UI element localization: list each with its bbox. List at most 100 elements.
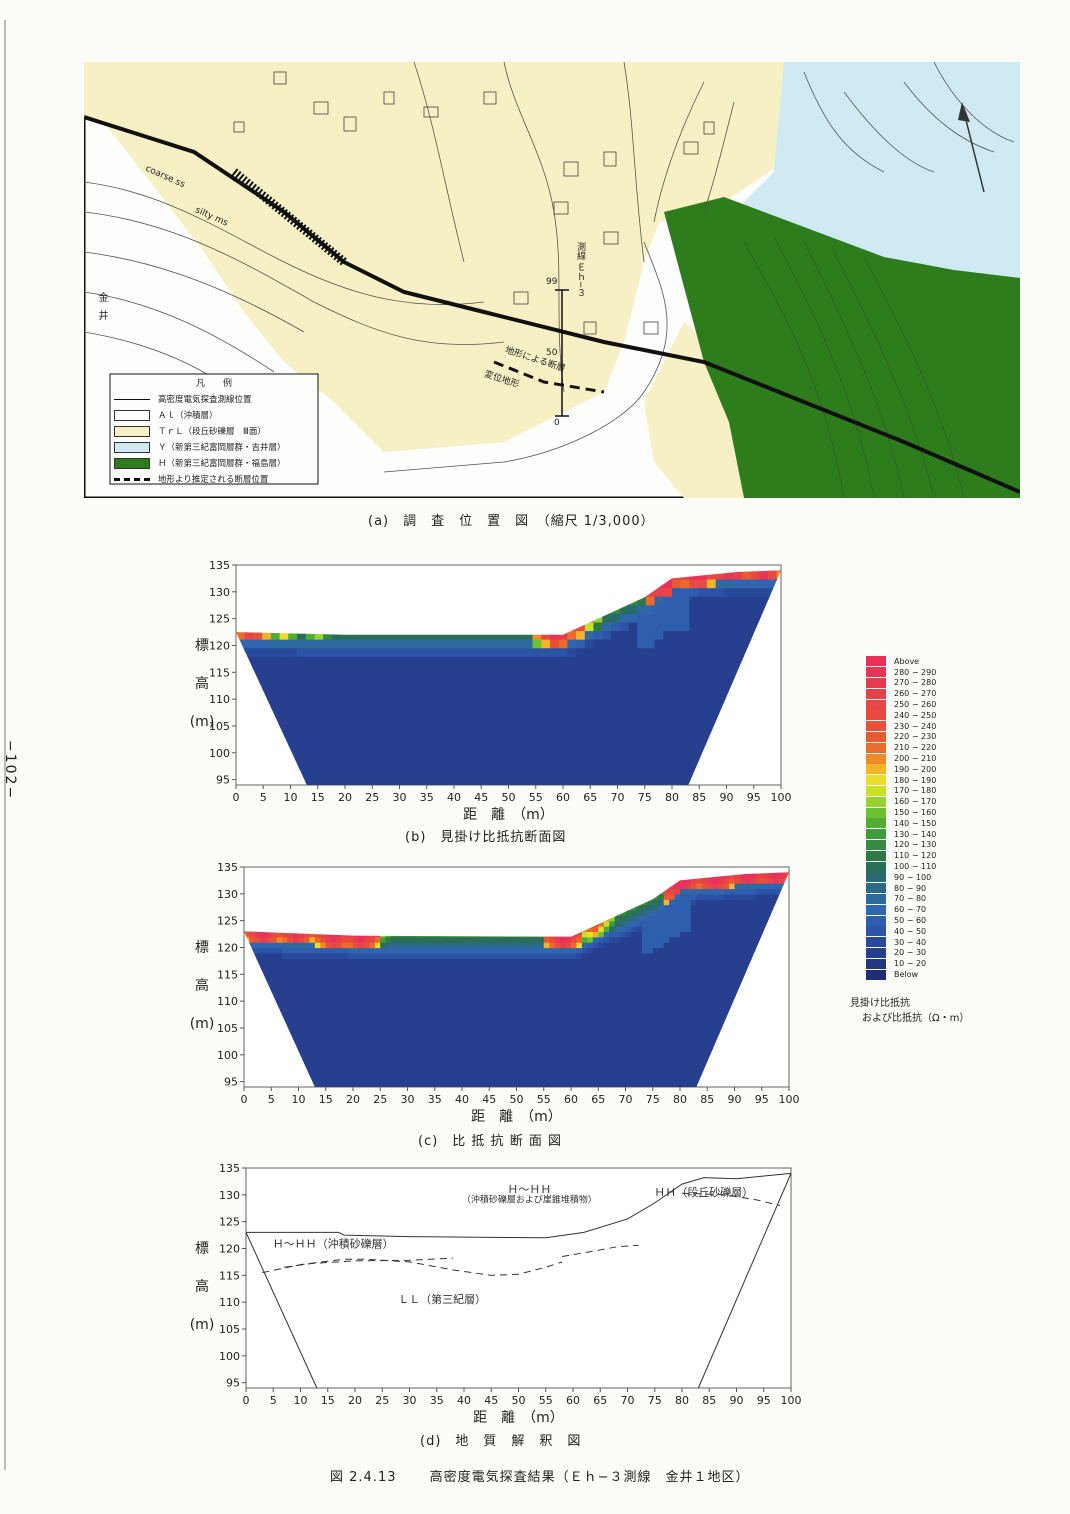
- resistivity-cell: [494, 990, 501, 997]
- resistivity-cell: [320, 1011, 327, 1018]
- resistivity-cell: [619, 656, 629, 666]
- resistivity-cell: [402, 1011, 409, 1018]
- resistivity-cell: [610, 767, 621, 778]
- resistivity-cell: [707, 968, 714, 975]
- resistivity-cell: [647, 1038, 654, 1045]
- resistivity-cell: [689, 587, 699, 597]
- resistivity-cell: [260, 947, 267, 954]
- resistivity-cell: [630, 1038, 637, 1045]
- resistivity-cell: [436, 707, 446, 717]
- resistivity-cell: [358, 681, 368, 692]
- resistivity-cell: [325, 995, 332, 1002]
- resistivity-cell: [543, 1076, 550, 1083]
- resistivity-cell: [789, 872, 795, 878]
- y-tick-label: 125: [219, 1216, 240, 1229]
- resistivity-cell: [669, 1011, 676, 1018]
- resistivity-cell: [396, 1038, 403, 1045]
- resistivity-cell: [663, 647, 673, 657]
- resistivity-cell: [645, 604, 656, 614]
- resistivity-cell: [478, 1049, 485, 1056]
- legend-label: 高密度電気探査測線位置: [158, 395, 252, 405]
- resistivity-cell: [516, 990, 523, 997]
- resistivity-cell: [478, 1022, 485, 1029]
- resistivity-cell: [647, 958, 654, 965]
- resistivity-cell: [654, 604, 664, 614]
- resistivity-cell: [619, 733, 629, 743]
- resistivity-cell: [543, 1065, 550, 1072]
- resistivity-cell: [358, 707, 368, 717]
- resistivity-cell: [610, 647, 621, 657]
- resistivity-cell: [314, 724, 324, 735]
- resistivity-cell: [451, 1070, 458, 1077]
- resistivity-cell: [745, 942, 752, 949]
- resistivity-cell: [427, 724, 438, 735]
- resistivity-cell: [685, 1033, 692, 1040]
- resistivity-cell: [402, 1076, 409, 1083]
- resistivity-cell: [745, 947, 752, 954]
- resistivity-cell: [724, 596, 734, 606]
- resistivity-cell: [558, 673, 568, 683]
- x-tick-label: 75: [638, 791, 652, 804]
- resistivity-cell: [340, 681, 350, 692]
- resistivity-cell: [331, 942, 338, 949]
- resistivity-cell: [472, 936, 479, 943]
- resistivity-cell: [391, 1027, 398, 1034]
- resistivity-cell: [305, 733, 316, 743]
- resistivity-cell: [500, 985, 507, 992]
- resistivity-cell: [440, 1011, 447, 1018]
- resistivity-cell: [789, 905, 795, 911]
- resistivity-cell: [478, 974, 485, 981]
- resistivity-cell: [789, 969, 795, 975]
- resistivity-cell: [680, 578, 691, 589]
- resistivity-cell: [254, 947, 261, 954]
- resistivity-cell: [276, 990, 283, 997]
- resistivity-cell: [685, 926, 692, 932]
- resistivity-cell: [663, 920, 670, 927]
- resistivity-cell: [366, 639, 377, 649]
- resistivity-cell: [516, 1054, 523, 1061]
- resistivity-cell: [358, 1076, 365, 1083]
- resistivity-cell: [652, 1027, 659, 1034]
- colorbar-label: 160 − 170: [894, 797, 937, 807]
- resistivity-cell: [647, 942, 654, 949]
- resistivity-cell: [647, 974, 654, 981]
- resistivity-cell: [723, 904, 730, 911]
- resistivity-cell: [336, 990, 343, 997]
- resistivity-cell: [701, 1001, 708, 1008]
- resistivity-cell: [620, 1081, 627, 1087]
- resistivity-cell: [685, 888, 692, 895]
- resistivity-cell: [363, 1076, 370, 1083]
- colorbar-entry: 140 − 150: [866, 818, 976, 829]
- resistivity-cell: [706, 716, 717, 726]
- resistivity-colorbar: Above 280 − 290 270 − 280 260 − 270 250 − 26…: [850, 656, 976, 1024]
- x-tick-label: 0: [233, 791, 240, 804]
- resistivity-cell: [293, 958, 300, 965]
- resistivity-cell: [741, 587, 752, 597]
- resistivity-cell: [609, 1081, 616, 1087]
- resistivity-cell: [385, 1060, 392, 1067]
- resistivity-cell: [380, 995, 387, 1002]
- y-axis-label: 標: [195, 1241, 209, 1257]
- x-tick-label: 10: [294, 1394, 308, 1407]
- resistivity-cell: [262, 630, 272, 640]
- resistivity-cell: [303, 1038, 310, 1045]
- resistivity-cell: [478, 1054, 485, 1061]
- resistivity-cell: [506, 759, 516, 769]
- resistivity-cell: [366, 664, 377, 674]
- caption-d: (d) 地 質 解 釈 図: [420, 1434, 582, 1449]
- resistivity-cell: [598, 920, 605, 927]
- resistivity-cell: [761, 899, 768, 906]
- resistivity-cell: [603, 952, 610, 959]
- resistivity-cell: [706, 596, 717, 606]
- resistivity-cell: [733, 639, 743, 649]
- resistivity-cell: [521, 1006, 528, 1013]
- resistivity-cell: [320, 1065, 327, 1072]
- resistivity-cell: [674, 1054, 681, 1061]
- resistivity-cell: [609, 1049, 616, 1056]
- resistivity-cell: [260, 958, 267, 965]
- resistivity-cell: [489, 979, 496, 986]
- resistivity-cell: [451, 958, 458, 965]
- resistivity-cell: [637, 724, 647, 735]
- resistivity-cell: [663, 931, 670, 938]
- resistivity-cell: [253, 647, 263, 657]
